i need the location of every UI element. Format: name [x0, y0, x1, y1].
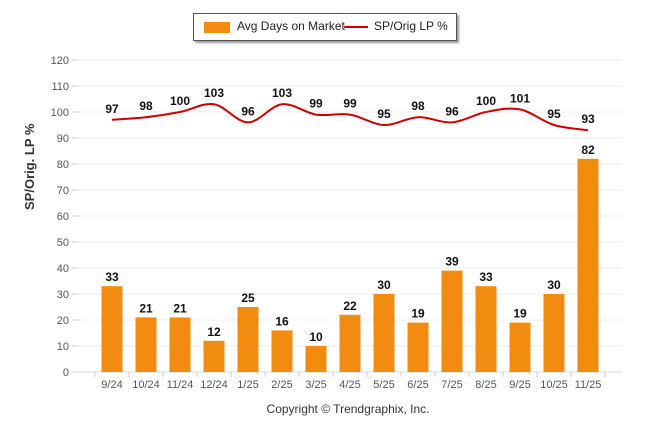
- line-data-label: 99: [309, 97, 323, 111]
- line-data-label: 99: [343, 97, 357, 111]
- bar: [271, 330, 293, 372]
- line-data-label: 95: [377, 107, 391, 121]
- bar-data-label: 33: [479, 270, 493, 284]
- bar-data-label: 33: [105, 270, 119, 284]
- bar-data-label: 39: [445, 255, 459, 269]
- legend-bar-swatch[interactable]: [204, 22, 230, 33]
- legend: Avg Days on Market SP/Orig LP %: [193, 13, 457, 41]
- x-tick-label: 8/25: [475, 379, 496, 391]
- x-tick-label: 6/25: [407, 379, 428, 391]
- line-data-label: 98: [411, 99, 425, 113]
- bar-data-label: 30: [547, 278, 561, 292]
- line-data-label: 100: [170, 94, 190, 108]
- bar: [169, 317, 191, 372]
- y-tick-label: 120: [51, 55, 69, 67]
- bar: [441, 270, 463, 372]
- x-tick-label: 12/24: [200, 379, 228, 391]
- y-tick-label: 80: [57, 159, 69, 171]
- bar-data-label: 10: [309, 330, 323, 344]
- bar: [305, 346, 327, 372]
- line-data-label: 101: [510, 91, 530, 105]
- x-axis-ticks: 9/24 10/24 11/24 12/24 1/25 2/25 3/25 4/25 5/25 6…: [94, 372, 606, 391]
- y-tick-label: 10: [57, 341, 69, 353]
- line-data-label: 100: [476, 94, 496, 108]
- y-axis-label: SP/Orig. LP %: [22, 123, 37, 210]
- bar: [577, 158, 599, 372]
- y-tick-label: 90: [57, 133, 69, 145]
- bar-data-label: 21: [173, 301, 187, 315]
- x-tick-label: 5/25: [373, 379, 394, 391]
- bar-data-label: 12: [207, 325, 221, 339]
- line-data-label: 103: [204, 86, 224, 100]
- bar-data-label: 19: [513, 307, 527, 321]
- y-tick-label: 20: [57, 315, 69, 327]
- copyright-text: Copyright © Trendgraphix, Inc.: [266, 402, 430, 416]
- line-data-label: 93: [581, 112, 595, 126]
- x-tick-label: 7/25: [441, 379, 462, 391]
- line-data-label: 103: [272, 86, 292, 100]
- x-tick-label: 3/25: [305, 379, 326, 391]
- x-tick-label: 9/25: [509, 379, 530, 391]
- y-tick-label: 30: [57, 289, 69, 301]
- bar: [373, 294, 395, 372]
- line-data-label: 97: [105, 102, 119, 116]
- line-path: [111, 102, 589, 132]
- y-axis-ticks: 0 10 20 30 40 50 60 70 80 90 100 110 120: [51, 55, 78, 379]
- line-data-label: 95: [547, 107, 561, 121]
- bar-data-label: 30: [377, 278, 391, 292]
- x-tick-label: 10/24: [132, 379, 160, 391]
- bar-series: 33 21 21 12 25 16 10 22 30 19 39 33 19 30 82: [101, 143, 599, 372]
- bar-data-label: 25: [241, 291, 255, 305]
- bar: [135, 317, 157, 372]
- line-data-label: 96: [445, 104, 459, 118]
- x-tick-label: 4/25: [339, 379, 360, 391]
- y-tick-label: 40: [57, 263, 69, 275]
- y-tick-label: 50: [57, 237, 69, 249]
- y-tick-label: 70: [57, 185, 69, 197]
- bar: [339, 314, 361, 372]
- legend-line-swatch[interactable]: [344, 26, 368, 28]
- bar: [509, 322, 531, 372]
- legend-line-label[interactable]: SP/Orig LP %: [374, 19, 448, 33]
- bar: [407, 322, 429, 372]
- bar-data-label: 22: [343, 299, 357, 313]
- bar-data-label: 16: [275, 314, 289, 328]
- x-tick-label: 2/25: [271, 379, 292, 391]
- bar-data-label: 19: [411, 307, 425, 321]
- line-series: 97 98 100 103 96 103 99 99 95 98 96 100 101 95 93: [105, 86, 595, 132]
- gridlines: [78, 59, 622, 373]
- x-tick-label: 10/25: [540, 379, 568, 391]
- y-tick-label: 110: [51, 81, 69, 93]
- y-tick-label: 60: [57, 211, 69, 223]
- bar: [237, 307, 259, 372]
- y-tick-label: 100: [51, 107, 69, 119]
- bar-data-label: 21: [139, 301, 153, 315]
- bar-data-label: 82: [581, 143, 595, 157]
- bar: [101, 286, 123, 372]
- y-tick-label: 0: [63, 367, 69, 379]
- legend-bar-label[interactable]: Avg Days on Market: [237, 19, 345, 33]
- x-tick-label: 11/25: [575, 379, 602, 391]
- bar: [543, 294, 565, 372]
- bar: [475, 286, 497, 372]
- line-data-label: 96: [241, 104, 255, 118]
- bar: [203, 340, 225, 372]
- x-tick-label: 9/24: [101, 379, 122, 391]
- x-tick-label: 11/24: [167, 379, 194, 391]
- line-data-label: 98: [139, 99, 153, 113]
- x-tick-label: 1/25: [237, 379, 258, 391]
